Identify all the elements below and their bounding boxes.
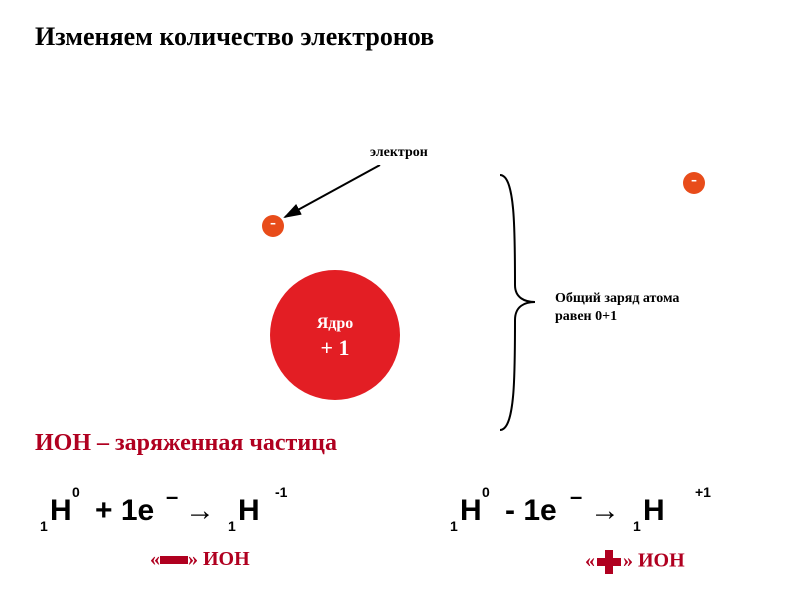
arrow-to-electron xyxy=(270,165,430,235)
ion-word: ИОН xyxy=(638,550,685,572)
plus-icon xyxy=(595,548,623,576)
slide-stage: Изменяем количество электронов электрон … xyxy=(0,0,800,600)
eq-e-charge: – xyxy=(166,484,178,510)
electron-1: - xyxy=(262,215,284,237)
curly-brace xyxy=(490,170,545,435)
eq-sup: 0 xyxy=(72,484,80,500)
anion-tag: «» ИОН xyxy=(150,548,250,571)
electron-2: - xyxy=(683,172,705,194)
eq-e-charge: – xyxy=(570,484,582,510)
eq-sup: +1 xyxy=(695,484,711,500)
charge-line2-prefix: равен xyxy=(555,309,595,324)
slide-title: Изменяем количество электронов xyxy=(35,22,434,52)
cation-tag: « » ИОН xyxy=(585,548,685,576)
eq-sub: 1 xyxy=(633,518,641,534)
charge-line2-value: 0+1 xyxy=(595,309,617,324)
eq-sub: 1 xyxy=(40,518,48,534)
electron-label: электрон xyxy=(370,145,428,161)
atom-charge-text: Общий заряд атома равен 0+1 xyxy=(555,290,679,326)
ion-definition: ИОН – заряженная частица xyxy=(35,430,337,457)
nucleus-label: Ядро xyxy=(270,270,400,333)
eq-arrow: → xyxy=(590,494,620,528)
nucleus: Ядро + 1 xyxy=(270,270,400,400)
eq-symbol: Н xyxy=(460,494,482,528)
eq-symbol: Н xyxy=(238,494,260,528)
minus-icon: - xyxy=(270,212,276,232)
charge-line-2: равен 0+1 xyxy=(555,308,679,326)
ion-word: ИОН xyxy=(203,548,250,570)
eq-op: - 1e xyxy=(505,494,557,528)
eq-symbol: Н xyxy=(50,494,72,528)
minus-icon: - xyxy=(691,169,697,189)
nucleus-charge: + 1 xyxy=(270,335,400,361)
eq-arrow: → xyxy=(185,494,215,528)
eq-sup: 0 xyxy=(482,484,490,500)
eq-op: + 1e xyxy=(95,494,154,528)
eq-sub: 1 xyxy=(228,518,236,534)
charge-line-1: Общий заряд атома xyxy=(555,290,679,308)
minus-bar-icon xyxy=(160,556,188,564)
eq-sup: -1 xyxy=(275,484,287,500)
eq-symbol: Н xyxy=(643,494,665,528)
eq-sub: 1 xyxy=(450,518,458,534)
